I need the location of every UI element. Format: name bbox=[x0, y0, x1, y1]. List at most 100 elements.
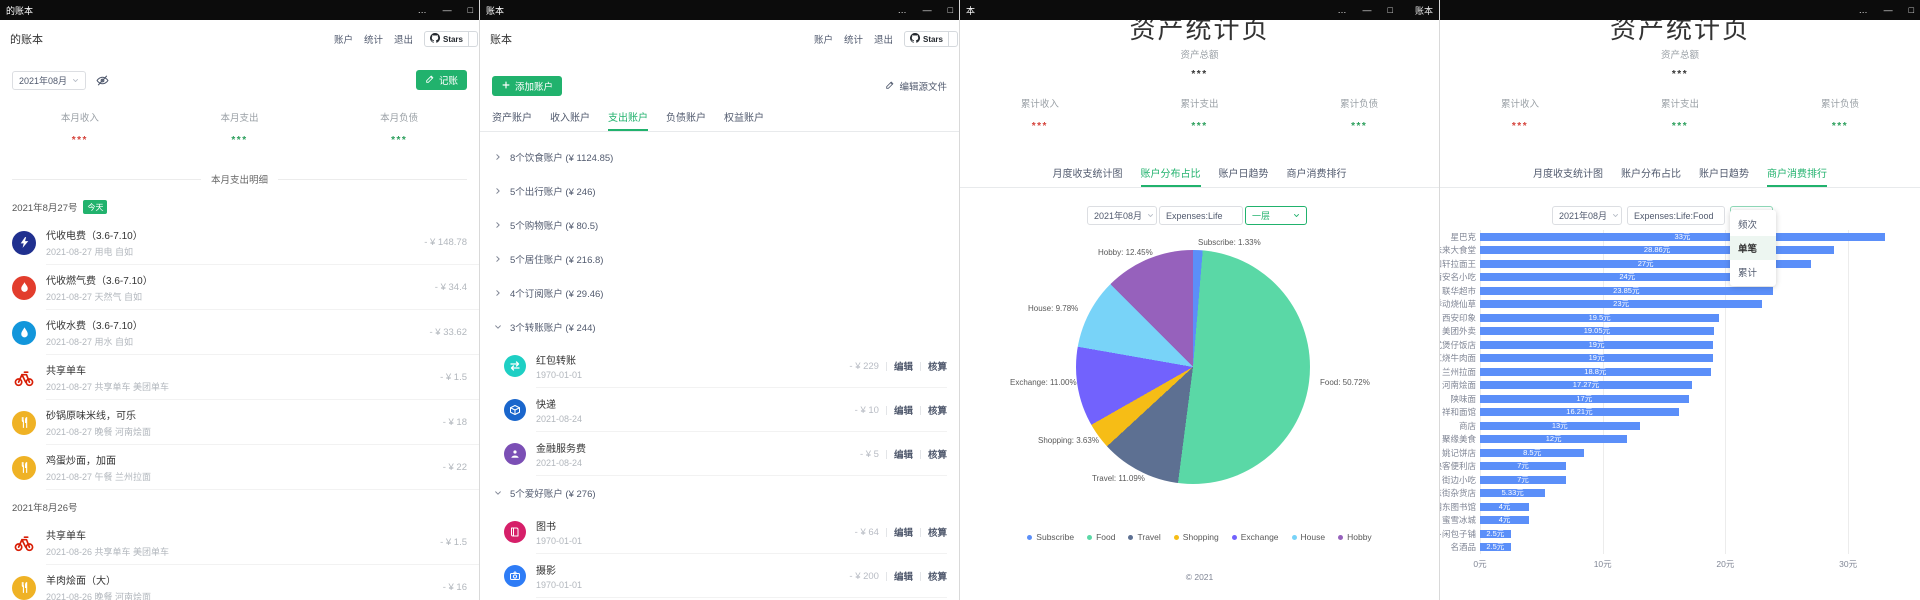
record-button-label: 记账 bbox=[438, 76, 458, 87]
edit-account-link[interactable]: 编辑 bbox=[893, 406, 913, 417]
window-minimize-button[interactable]: — bbox=[1883, 5, 1893, 15]
account-group-collapsed[interactable]: 5个购物账户 (¥ 80.5) bbox=[480, 208, 959, 242]
tab-monthly-chart[interactable]: 月度收支统计图 bbox=[1052, 169, 1123, 180]
transaction-row[interactable]: 代收水费（3.6-7.10） 2021-08-27 用水 自如 - ¥ 33.6… bbox=[0, 310, 479, 355]
edit-account-link[interactable]: 编辑 bbox=[893, 450, 913, 461]
transaction-row[interactable]: 共享单车 2021-08-27 共享单车 美团单车 - ¥ 1.5 bbox=[0, 355, 479, 400]
edit-account-link[interactable]: 编辑 bbox=[893, 572, 913, 583]
edit-source-label: 编辑源文件 bbox=[899, 82, 947, 93]
legend-item[interactable]: Subscribe bbox=[1027, 532, 1074, 542]
nav-logout[interactable]: 退出 bbox=[873, 35, 893, 46]
legend-item[interactable]: Food bbox=[1087, 532, 1115, 542]
window-minimize-button[interactable]: — bbox=[1362, 5, 1372, 15]
window-more-button[interactable]: … bbox=[417, 5, 427, 15]
account-filter-input[interactable]: Expenses:Life bbox=[1159, 206, 1243, 225]
tab-daily-trend[interactable]: 账户日趋势 bbox=[1218, 169, 1269, 180]
legend-dot bbox=[1027, 534, 1033, 540]
transaction-row[interactable]: 羊肉烩面（大） 2021-08-26 晚餐 河南烩面 - ¥ 16 bbox=[0, 565, 479, 600]
account-group-expanded[interactable]: 3个转账账户 (¥ 244) bbox=[480, 310, 959, 344]
bar-rows: 星巴克 33元 好味来大食堂 28 bbox=[1440, 230, 1920, 554]
level-select[interactable]: 一层 bbox=[1245, 206, 1307, 225]
transaction-row[interactable]: 共享单车 2021-08-26 共享单车 美团单车 - ¥ 1.5 bbox=[0, 520, 479, 565]
nav-accounts[interactable]: 账户 bbox=[333, 35, 353, 46]
window-more-button[interactable]: … bbox=[1337, 5, 1347, 15]
window-minimize-button[interactable]: — bbox=[442, 5, 452, 15]
tab-liabilities[interactable]: 负债账户 bbox=[666, 113, 706, 124]
window-more-button[interactable]: … bbox=[897, 5, 907, 15]
nav-accounts[interactable]: 账户 bbox=[813, 35, 833, 46]
legend-item[interactable]: House bbox=[1291, 532, 1325, 542]
tab-distribution[interactable]: 账户分布占比 bbox=[1140, 160, 1201, 187]
month-select[interactable]: 2021年08月 bbox=[1087, 206, 1157, 225]
transaction-row[interactable]: 代收燃气费（3.6-7.10） 2021-08-27 天然气 自如 - ¥ 34… bbox=[0, 265, 479, 310]
bar: 24元 bbox=[1480, 273, 1775, 282]
nav-stats[interactable]: 统计 bbox=[363, 35, 383, 46]
transaction-row[interactable]: 鸡蛋炒面，加面 2021-08-27 午餐 兰州拉面 - ¥ 22 bbox=[0, 445, 479, 490]
tab-merchant-ranking[interactable]: 商户消费排行 bbox=[1767, 160, 1827, 187]
transaction-subtitle: 2021-08-27 晚餐 河南烩面 bbox=[46, 427, 152, 437]
tab-income[interactable]: 收入账户 bbox=[550, 113, 590, 124]
edit-account-link[interactable]: 编辑 bbox=[893, 362, 913, 373]
dropdown-option[interactable]: 单笔 bbox=[1730, 236, 1776, 260]
window-more-button[interactable]: … bbox=[1858, 5, 1868, 15]
window-maximize-button[interactable]: □ bbox=[1387, 5, 1393, 15]
chevron-down-icon bbox=[1293, 212, 1300, 219]
account-filter-input[interactable]: Expenses:Life:Food bbox=[1627, 206, 1725, 225]
window-minimize-button[interactable]: — bbox=[922, 5, 932, 15]
chevron-down-icon bbox=[494, 323, 502, 331]
month-select-value: 2021年08月 bbox=[1559, 211, 1608, 221]
audit-account-link[interactable]: 核算 bbox=[927, 528, 947, 539]
audit-account-link[interactable]: 核算 bbox=[927, 572, 947, 583]
account-row[interactable]: 快递 2021-08-24 - ¥ 10 编辑 核算 bbox=[480, 388, 959, 432]
eye-off-icon[interactable] bbox=[96, 74, 109, 87]
tab-distribution[interactable]: 账户分布占比 bbox=[1621, 169, 1681, 180]
tab-assets[interactable]: 资产账户 bbox=[492, 113, 532, 124]
month-select[interactable]: 2021年08月 bbox=[12, 70, 87, 90]
bar: 7元 bbox=[1480, 462, 1566, 471]
account-row[interactable]: 金融服务费 2021-08-24 - ¥ 5 编辑 核算 bbox=[480, 432, 959, 476]
add-account-button[interactable]: 添加账户 bbox=[492, 76, 563, 96]
legend-item[interactable]: Travel bbox=[1128, 532, 1161, 542]
account-group-collapsed[interactable]: 5个居住账户 (¥ 216.8) bbox=[480, 242, 959, 276]
account-groups: 8个饮食账户 (¥ 1124.85) 5个出行账户 (¥ 246) 5个购物账户… bbox=[480, 140, 959, 310]
record-button[interactable]: 记账 bbox=[415, 70, 467, 90]
dropdown-option[interactable]: 频次 bbox=[1738, 220, 1758, 231]
axis-tick-label: 10元 bbox=[1593, 559, 1612, 569]
legend-item[interactable]: Exchange bbox=[1231, 532, 1279, 542]
github-stars-button[interactable]: Stars bbox=[903, 31, 958, 47]
nav-logout[interactable]: 退出 bbox=[393, 35, 413, 46]
day-header: 2021年8月26号 bbox=[12, 500, 467, 514]
account-group-collapsed[interactable]: 8个饮食账户 (¥ 1124.85) bbox=[480, 140, 959, 174]
account-row[interactable]: 图书 1970-01-01 - ¥ 64 编辑 核算 bbox=[480, 510, 959, 554]
window-maximize-button[interactable]: □ bbox=[947, 5, 953, 15]
account-group-collapsed[interactable]: 5个出行账户 (¥ 246) bbox=[480, 174, 959, 208]
audit-account-link[interactable]: 核算 bbox=[927, 450, 947, 461]
nav-stats[interactable]: 统计 bbox=[843, 35, 863, 46]
window-maximize-button[interactable]: □ bbox=[467, 5, 473, 15]
bar: 33元 bbox=[1480, 232, 1885, 241]
account-group-expanded[interactable]: 5个爱好账户 (¥ 276) bbox=[480, 476, 959, 510]
tab-merchant-ranking[interactable]: 商户消费排行 bbox=[1286, 169, 1347, 180]
tab-daily-trend[interactable]: 账户日趋势 bbox=[1699, 169, 1749, 180]
tab-equity[interactable]: 权益账户 bbox=[724, 113, 764, 124]
account-group-label: 5个购物账户 (¥ 80.5) bbox=[510, 221, 599, 232]
audit-account-link[interactable]: 核算 bbox=[927, 362, 947, 373]
dropdown-option[interactable]: 累计 bbox=[1738, 268, 1758, 279]
audit-account-link[interactable]: 核算 bbox=[927, 406, 947, 417]
github-stars-button[interactable]: Stars bbox=[423, 31, 478, 47]
tab-expenses[interactable]: 支出账户 bbox=[608, 104, 648, 131]
account-group-collapsed[interactable]: 4个订阅账户 (¥ 29.46) bbox=[480, 276, 959, 310]
stat-label: 本月负债 bbox=[380, 113, 419, 124]
account-row[interactable]: 红包转账 1970-01-01 - ¥ 229 编辑 核算 bbox=[480, 344, 959, 388]
legend-item[interactable]: Hobby bbox=[1338, 532, 1372, 542]
window-maximize-button[interactable]: □ bbox=[1908, 5, 1914, 15]
edit-account-link[interactable]: 编辑 bbox=[893, 528, 913, 539]
edit-source-button[interactable]: 编辑源文件 bbox=[885, 79, 947, 93]
page-title: 资产统计页 bbox=[1609, 20, 1750, 44]
account-row[interactable]: 摄影 1970-01-01 - ¥ 200 编辑 核算 bbox=[480, 554, 959, 598]
month-select[interactable]: 2021年08月 bbox=[1552, 206, 1622, 225]
tab-monthly-chart[interactable]: 月度收支统计图 bbox=[1533, 169, 1603, 180]
transaction-row[interactable]: 砂锅原味米线，可乐 2021-08-27 晚餐 河南烩面 - ¥ 18 bbox=[0, 400, 479, 445]
legend-item[interactable]: Shopping bbox=[1173, 532, 1219, 542]
transaction-row[interactable]: 代收电费（3.6-7.10） 2021-08-27 用电 自如 - ¥ 148.… bbox=[0, 220, 479, 265]
